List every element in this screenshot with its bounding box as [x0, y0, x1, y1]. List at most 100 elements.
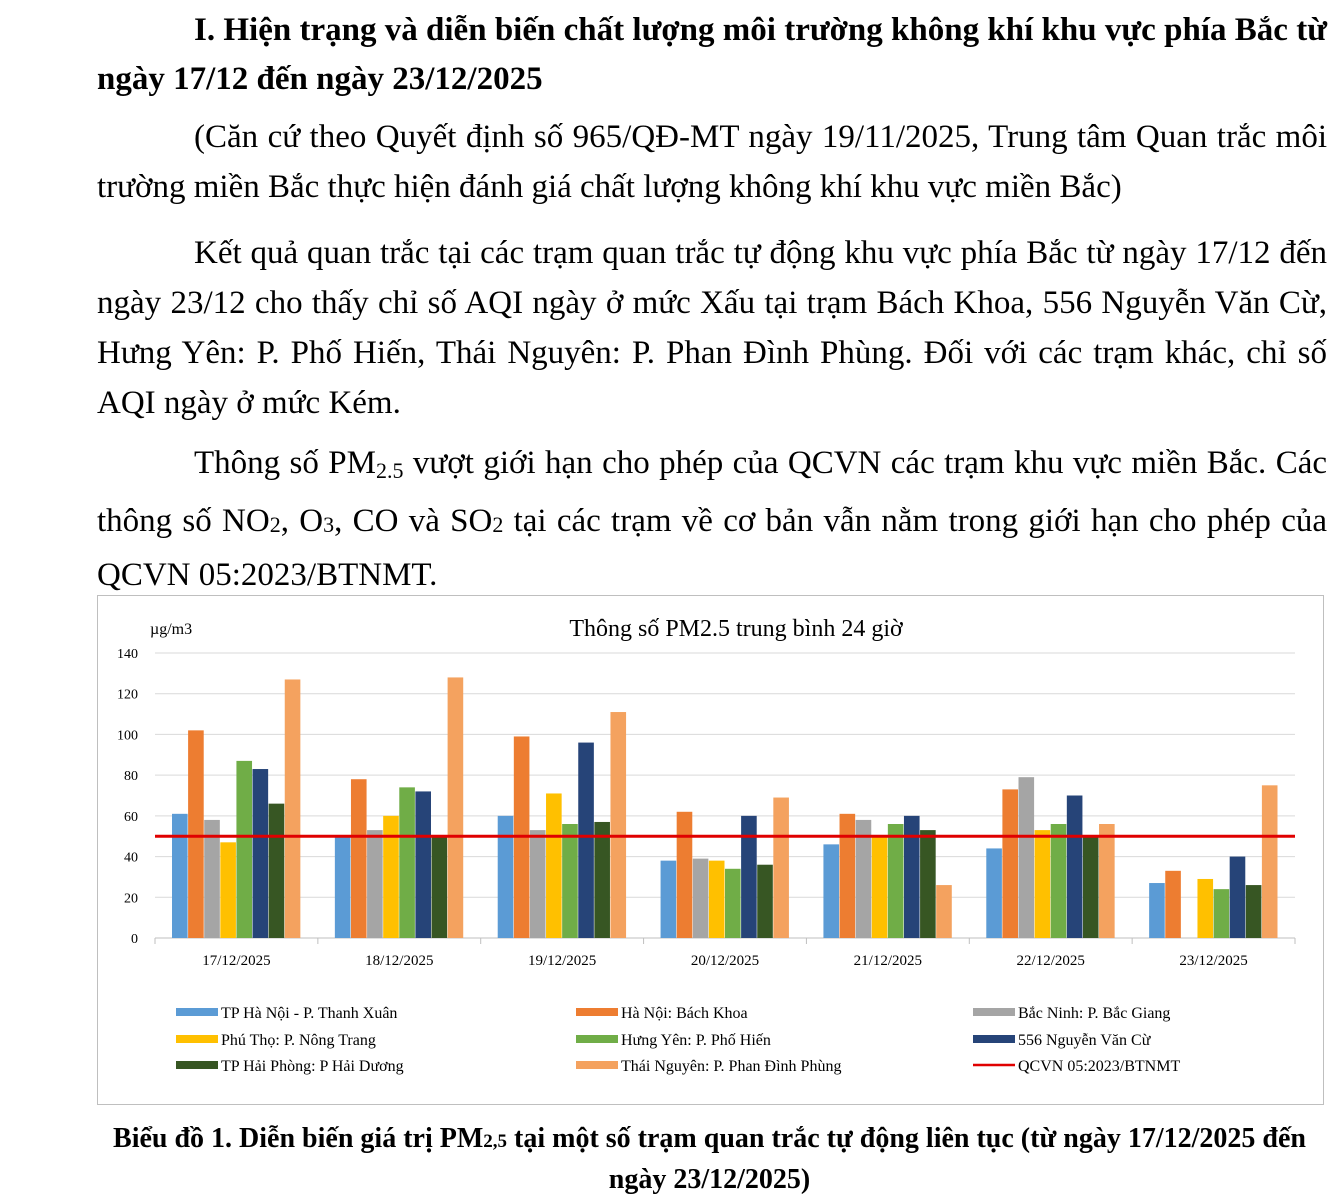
bar	[172, 813, 188, 938]
legend-swatch	[176, 1008, 218, 1016]
bar	[220, 842, 236, 938]
legend-label: Hưng Yên: P. Phố Hiến	[621, 1032, 771, 1049]
bar	[708, 860, 725, 938]
bar	[334, 836, 351, 938]
x-tick-label: 22/12/2025	[1017, 953, 1085, 969]
bar	[903, 815, 920, 938]
y-tick-label: 100	[117, 728, 138, 743]
paragraph-pm25-summary: Thông số PM2.5 vượt giới hạn cho phép củ…	[97, 438, 1327, 600]
p3-sub-c: 3	[323, 512, 335, 537]
bar	[284, 679, 301, 938]
x-tick-label: 20/12/2025	[691, 953, 759, 969]
bar	[676, 811, 693, 938]
bar	[594, 821, 610, 938]
p3-text-e: tại các trạm về cơ bản vẫn nằm trong giớ…	[97, 503, 1327, 593]
bar	[871, 836, 888, 938]
legend-label: Phú Thọ: P. Nông Trang	[221, 1032, 376, 1049]
bar	[431, 836, 448, 938]
p3-sub-d: 2	[492, 512, 504, 537]
bar	[1066, 795, 1083, 938]
bar	[936, 885, 952, 938]
paragraph-basis: (Căn cứ theo Quyết định số 965/QĐ-MT ngà…	[97, 119, 1327, 205]
bar	[757, 864, 773, 938]
bar	[529, 830, 546, 938]
chart-caption: Biểu đồ 1. Diễn biến giá trị PM2,5 tại m…	[97, 1120, 1322, 1199]
bar	[1002, 789, 1018, 938]
bar	[562, 824, 578, 938]
bar	[399, 787, 415, 938]
bar	[350, 779, 367, 938]
bar	[252, 769, 269, 938]
caption-text-b: tại một số trạm quan trắc tự động liên t…	[507, 1123, 1306, 1195]
bar	[1082, 836, 1099, 938]
bar	[546, 793, 562, 938]
bar	[610, 712, 627, 938]
y-tick-label: 40	[124, 851, 138, 866]
chart-title: Thông số PM2.5 trung bình 24 giờ	[569, 616, 903, 642]
legend-label: Hà Nội: Bách Khoa	[621, 1005, 748, 1022]
x-tick-label: 17/12/2025	[202, 953, 270, 969]
bar	[1245, 885, 1262, 938]
bar	[855, 819, 872, 938]
pm25-chart: 0 20 40 60 80 100 120 140 Thông số PM2.5 trung b…	[97, 595, 1324, 1105]
bar	[1018, 777, 1035, 938]
legend-label: TP Hải Phòng: P Hải Dương	[221, 1058, 404, 1075]
paragraph-aqi-results: Kết quả quan trắc tại các trạm quan trắc…	[97, 235, 1327, 421]
y-tick-label: 80	[124, 769, 138, 784]
x-tick-label: 21/12/2025	[854, 953, 922, 969]
y-tick-label: 120	[117, 688, 138, 703]
x-tick-label: 19/12/2025	[528, 953, 596, 969]
p3-text-a: Thông số PM	[194, 445, 377, 481]
bar	[367, 830, 383, 938]
y-tick-label: 60	[124, 810, 138, 825]
bar	[415, 791, 431, 938]
bar	[1197, 878, 1214, 938]
bar	[1099, 824, 1115, 938]
p3-text-b: vượt giới hạn cho phép của QCVN các trạm…	[97, 445, 1327, 539]
bar	[887, 824, 904, 938]
legend-label: TP Hà Nội - P. Thanh Xuân	[221, 1005, 397, 1022]
p3-text-c: , O	[280, 503, 324, 539]
bar	[660, 860, 677, 938]
bar	[920, 830, 936, 938]
legend-label: 556 Nguyễn Văn Cừ	[1018, 1032, 1152, 1049]
legend-swatch	[176, 1061, 218, 1069]
bar	[986, 848, 1002, 938]
p3-sub-a: 2.5	[376, 458, 404, 483]
bar	[1050, 824, 1067, 938]
bar	[725, 868, 741, 938]
legend-swatch	[576, 1035, 618, 1043]
p3-sub-b: 2	[269, 512, 281, 537]
bar	[823, 844, 840, 938]
legend-label: Thái Nguyên: P. Phan Đình Phùng	[621, 1058, 841, 1075]
bar	[773, 797, 789, 938]
legend-swatch	[973, 1008, 1015, 1016]
bar	[1229, 856, 1246, 938]
caption-sub: 2,5	[483, 1131, 508, 1152]
caption-text-a: Biểu đồ 1. Diễn biến giá trị PM	[113, 1123, 484, 1154]
x-tick-label: 23/12/2025	[1179, 953, 1247, 969]
p3-text-d: , CO và SO	[334, 503, 493, 539]
bar	[692, 858, 709, 938]
legend-swatch	[973, 1035, 1015, 1043]
pm25-chart-svg: 0 20 40 60 80 100 120 140 Thông số PM2.5 trung b…	[117, 616, 1296, 1075]
bar	[578, 742, 594, 938]
y-tick-label: 20	[124, 891, 138, 906]
bar	[1165, 870, 1181, 938]
bar	[236, 760, 253, 938]
y-tick-label: 140	[117, 647, 138, 662]
y-tick-label: 0	[131, 932, 138, 947]
x-tick-label: 18/12/2025	[365, 953, 433, 969]
bar	[1149, 883, 1165, 938]
bar	[204, 819, 220, 938]
section-heading: I. Hiện trạng và diễn biến chất lượng mô…	[97, 12, 1327, 97]
bar	[1213, 889, 1230, 938]
bar	[839, 813, 856, 938]
legend-swatch	[576, 1061, 618, 1069]
bar	[447, 677, 464, 938]
bar	[741, 815, 757, 938]
bar	[1034, 830, 1051, 938]
y-axis-unit: µg/m3	[150, 621, 192, 638]
legend-label: Bắc Ninh: P. Bắc Giang	[1018, 1005, 1170, 1022]
bar	[268, 803, 285, 938]
